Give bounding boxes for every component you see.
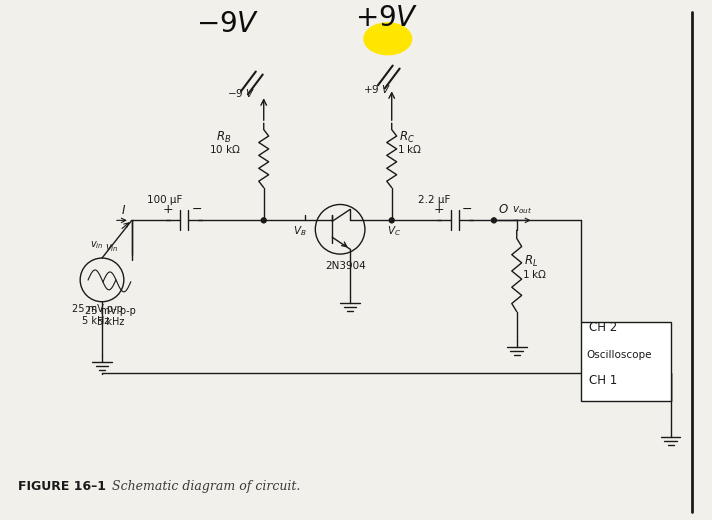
Circle shape bbox=[491, 218, 496, 223]
Text: 2.2 μF: 2.2 μF bbox=[417, 196, 450, 205]
Text: $V_B$: $V_B$ bbox=[293, 224, 307, 238]
Text: 25 mV p-p: 25 mV p-p bbox=[85, 306, 136, 316]
Text: $v_{out}$: $v_{out}$ bbox=[512, 204, 532, 216]
Text: CH 1: CH 1 bbox=[589, 374, 617, 387]
Text: $R_B$: $R_B$ bbox=[216, 130, 231, 145]
Text: −: − bbox=[192, 203, 201, 216]
Text: +: + bbox=[434, 203, 444, 216]
Text: 5 kHz: 5 kHz bbox=[97, 317, 125, 327]
Circle shape bbox=[261, 218, 266, 223]
Text: $v_{in}$: $v_{in}$ bbox=[105, 242, 118, 254]
Text: 1 k$\Omega$: 1 k$\Omega$ bbox=[397, 143, 422, 155]
Text: $-9\ V$: $-9\ V$ bbox=[227, 87, 256, 99]
Text: $R_L$: $R_L$ bbox=[524, 254, 538, 269]
Text: +: + bbox=[162, 203, 173, 216]
Text: 2N3904: 2N3904 bbox=[325, 261, 366, 271]
Text: 5 kHz: 5 kHz bbox=[82, 316, 110, 326]
Text: 10 k$\Omega$: 10 k$\Omega$ bbox=[209, 143, 241, 155]
Text: $R_C$: $R_C$ bbox=[399, 130, 414, 145]
Text: 1 k$\Omega$: 1 k$\Omega$ bbox=[522, 268, 547, 280]
Ellipse shape bbox=[364, 23, 412, 55]
Text: $v_{in}$: $v_{in}$ bbox=[90, 239, 103, 251]
Text: I: I bbox=[122, 204, 125, 217]
Text: Schematic diagram of circuit.: Schematic diagram of circuit. bbox=[112, 480, 300, 493]
Text: Oscilloscope: Oscilloscope bbox=[586, 350, 651, 360]
Text: O: O bbox=[499, 203, 508, 216]
Text: FIGURE 16–1: FIGURE 16–1 bbox=[18, 480, 105, 493]
Text: $V_C$: $V_C$ bbox=[387, 224, 401, 238]
Text: 100 μF: 100 μF bbox=[147, 196, 182, 205]
Bar bbox=[581, 321, 671, 401]
Text: $-9V$: $-9V$ bbox=[197, 11, 260, 38]
Text: CH 2: CH 2 bbox=[589, 321, 617, 334]
Text: $+9\ V$: $+9\ V$ bbox=[363, 83, 392, 95]
Circle shape bbox=[389, 218, 394, 223]
Text: 25 mV p-p: 25 mV p-p bbox=[72, 304, 123, 314]
Text: $+9V$: $+9V$ bbox=[355, 5, 419, 32]
Text: −: − bbox=[462, 203, 473, 216]
